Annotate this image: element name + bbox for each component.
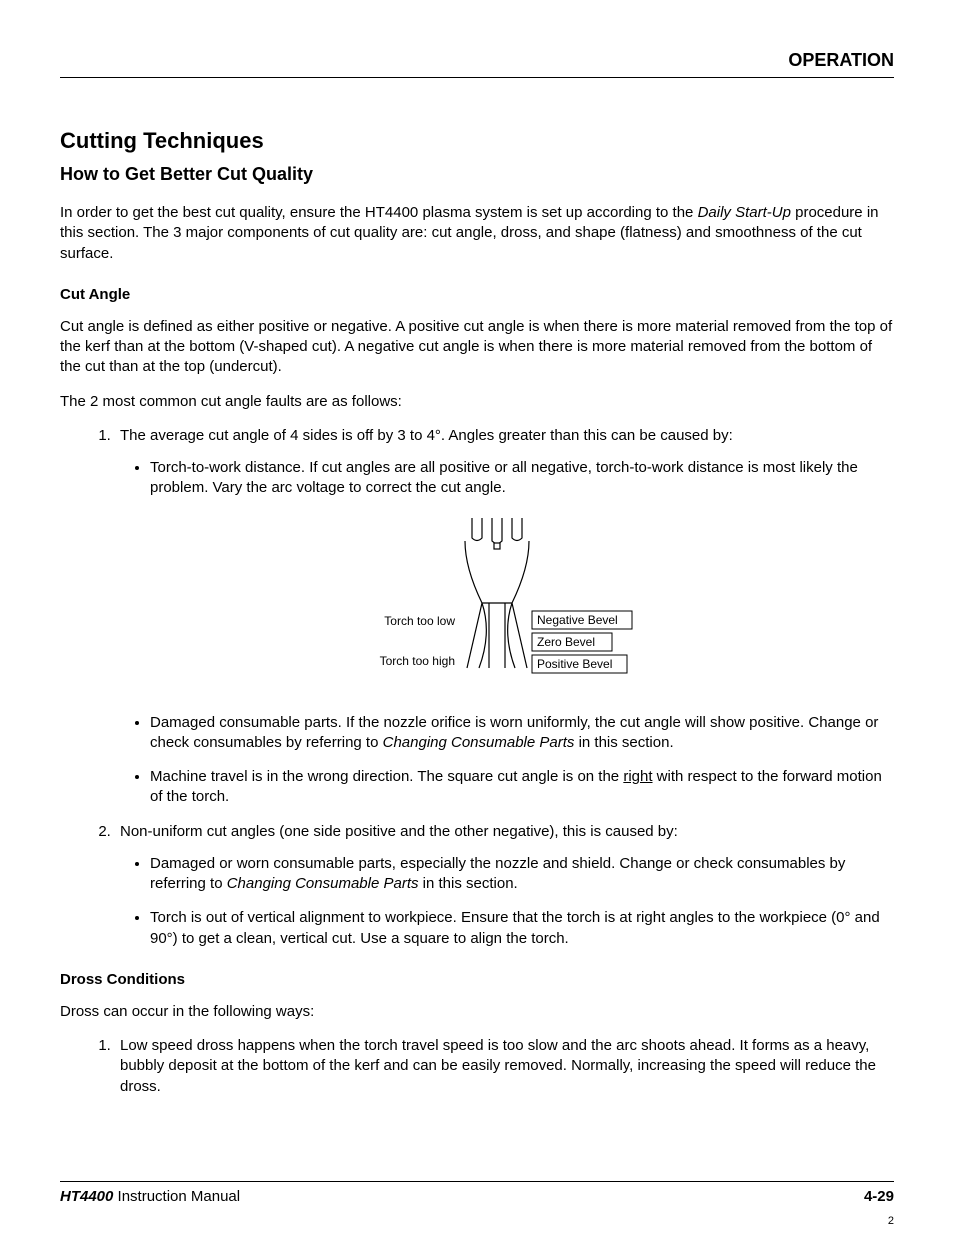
cut-angle-heading: Cut Angle (60, 286, 894, 303)
intro-text-a: In order to get the best cut quality, en… (60, 204, 698, 221)
li1-bullets-2: Damaged consumable parts. If the nozzle … (120, 713, 894, 808)
li1-b2b: in this section. (574, 734, 673, 751)
section-header: OPERATION (60, 50, 894, 77)
label-torch-high: Torch too high (380, 654, 455, 668)
label-neg-bevel: Negative Bevel (537, 613, 618, 627)
cut-angle-list: The average cut angle of 4 sides is off … (60, 426, 894, 949)
page-title: Cutting Techniques (60, 128, 894, 154)
dross-p1: Dross can occur in the following ways: (60, 1002, 894, 1022)
dross-list: Low speed dross happens when the torch t… (60, 1036, 894, 1097)
li2-b1: Damaged or worn consumable parts, especi… (150, 854, 894, 895)
li1-b3u: right (623, 768, 652, 785)
footer-subpage: 2 (888, 1215, 894, 1227)
page-subtitle: How to Get Better Cut Quality (60, 164, 894, 185)
li1-text: The average cut angle of 4 sides is off … (120, 427, 733, 444)
header-rule: OPERATION (60, 50, 894, 78)
list-item-2: Non-uniform cut angles (one side positiv… (115, 822, 894, 949)
bevel-svg: Torch too low Torch too high Negative Be… (377, 513, 637, 693)
li2-b1ref: Changing Consumable Parts (227, 875, 419, 892)
footer-manual: Instruction Manual (113, 1188, 240, 1205)
li2-bullets: Damaged or worn consumable parts, especi… (120, 854, 894, 949)
intro-paragraph: In order to get the best cut quality, en… (60, 203, 894, 264)
page: OPERATION Cutting Techniques How to Get … (0, 0, 954, 1235)
cut-angle-p1: Cut angle is defined as either positive … (60, 317, 894, 378)
li1-b2ref: Changing Consumable Parts (383, 734, 575, 751)
label-torch-low: Torch too low (384, 614, 455, 628)
li1-b2: Damaged consumable parts. If the nozzle … (150, 713, 894, 754)
label-zero-bevel: Zero Bevel (537, 635, 595, 649)
footer-left: HT4400 Instruction Manual (60, 1188, 240, 1205)
dross-li1: Low speed dross happens when the torch t… (115, 1036, 894, 1097)
footer-rule: HT4400 Instruction Manual 4-29 (60, 1181, 894, 1205)
li2-b1b: in this section. (418, 875, 517, 892)
li2-text: Non-uniform cut angles (one side positiv… (120, 823, 678, 840)
li1-b3: Machine travel is in the wrong direction… (150, 767, 894, 808)
intro-ref: Daily Start-Up (698, 204, 791, 221)
li1-b3a: Machine travel is in the wrong direction… (150, 768, 623, 785)
footer-page: 4-29 (864, 1188, 894, 1205)
footer-brand: HT4400 (60, 1188, 113, 1205)
footer: HT4400 Instruction Manual 4-29 (60, 1181, 894, 1205)
label-pos-bevel: Positive Bevel (537, 657, 612, 671)
list-item-1: The average cut angle of 4 sides is off … (115, 426, 894, 808)
li1-b1: Torch-to-work distance. If cut angles ar… (150, 458, 894, 499)
li1-bullets: Torch-to-work distance. If cut angles ar… (120, 458, 894, 499)
bevel-diagram: Torch too low Torch too high Negative Be… (120, 513, 894, 693)
cut-angle-p2: The 2 most common cut angle faults are a… (60, 392, 894, 412)
li2-b2: Torch is out of vertical alignment to wo… (150, 908, 894, 949)
dross-heading: Dross Conditions (60, 971, 894, 988)
